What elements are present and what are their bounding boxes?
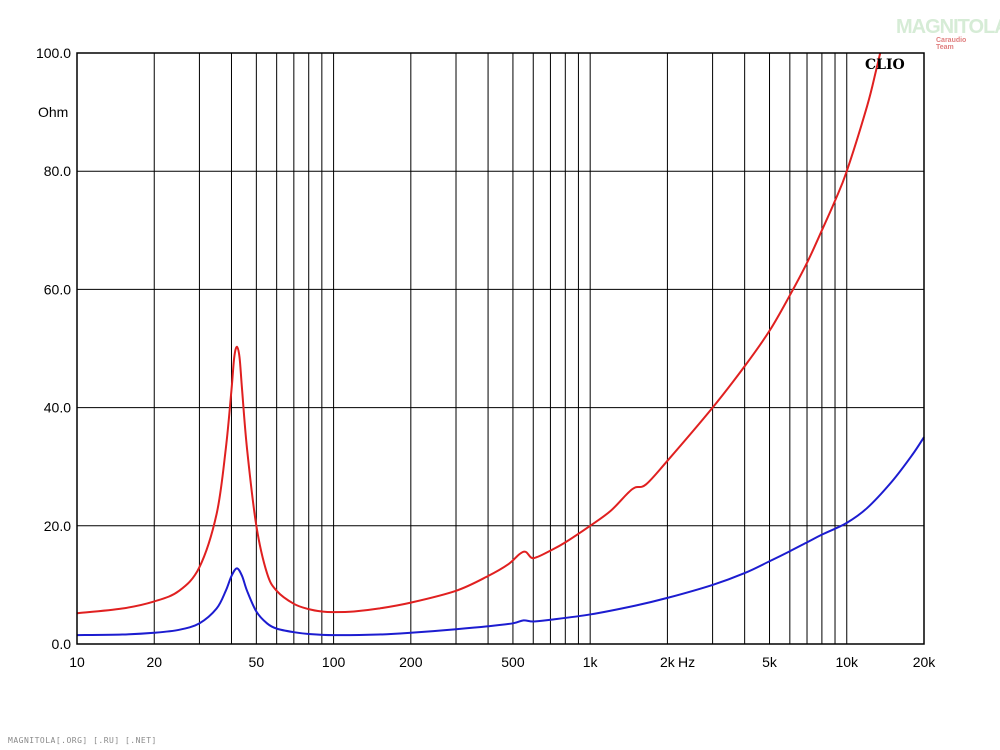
y-tick-label: 0.0 [52, 636, 72, 652]
impedance-curve-blue [76, 436, 925, 637]
y-tick-label: 100.0 [36, 45, 71, 61]
x-tick-label: 20k [913, 654, 937, 670]
magnitola-logo: MAGNITOLA Caraudio Team [896, 16, 1000, 51]
x-tick-label: 50 [249, 654, 265, 670]
y-tick-label: 20.0 [44, 518, 71, 534]
x-tick-label: 100 [322, 654, 346, 670]
footer-watermark: MAGNITOLA[.ORG] [.RU] [.NET] [8, 736, 157, 745]
x-tick-label: 5k [762, 654, 778, 670]
y-axis-unit-label: Ohm [38, 104, 68, 120]
x-tick-label: 200 [399, 654, 423, 670]
x-axis-unit-label: Hz [678, 654, 695, 670]
y-tick-label: 60.0 [44, 281, 71, 297]
x-tick-label: 1k [583, 654, 599, 670]
clio-brand-label: CLIO [865, 57, 905, 73]
x-tick-label: 20 [146, 654, 162, 670]
x-tick-label: 2k [660, 654, 676, 670]
logo-text: MAGNITOLA [896, 16, 1000, 38]
y-tick-label: 40.0 [44, 400, 71, 416]
curves [76, 52, 925, 637]
tick-labels: 0.0 20.0 40.0 60.0 80.0 100.0 10 20 50 100 200 500 1… [36, 45, 936, 670]
plot-frame [76, 52, 925, 645]
x-tick-label: 10k [835, 654, 859, 670]
impedance-curve-red [76, 52, 882, 615]
x-tick-label: 10 [69, 654, 85, 670]
x-tick-label: 500 [501, 654, 525, 670]
y-tick-label: 80.0 [44, 163, 71, 179]
grid [76, 52, 925, 645]
logo-subtext: Caraudio Team [936, 37, 967, 51]
